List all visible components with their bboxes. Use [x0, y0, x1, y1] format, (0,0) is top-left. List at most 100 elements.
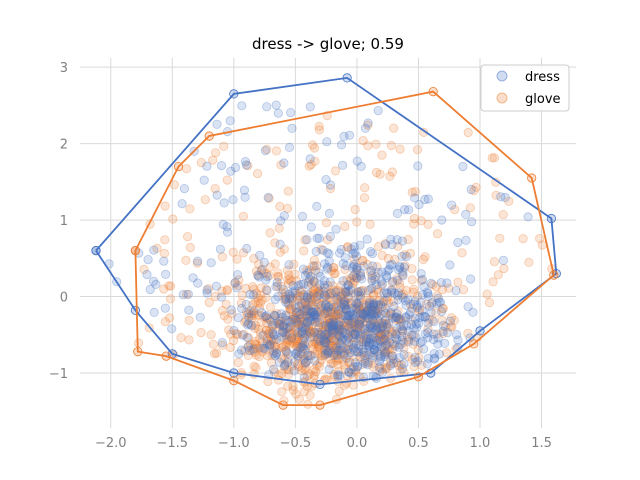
- point-glove: [365, 295, 375, 305]
- point-glove: [241, 316, 251, 326]
- point-dress: [374, 362, 384, 373]
- point-dress: [392, 290, 403, 300]
- point-dress: [364, 341, 374, 351]
- point-glove: [333, 366, 343, 377]
- point-dress: [399, 262, 409, 272]
- point-dress: [288, 287, 298, 297]
- point-dress: [412, 323, 422, 333]
- point-dress: [342, 314, 353, 324]
- point-dress: [433, 333, 443, 343]
- point-glove: [342, 275, 352, 285]
- point-dress: [365, 320, 376, 330]
- point-dress: [362, 301, 372, 311]
- point-dress: [347, 303, 357, 313]
- point-dress: [369, 344, 379, 354]
- point-glove: [284, 339, 295, 349]
- point-dress: [417, 336, 427, 346]
- point-dress: [287, 123, 297, 133]
- series-dress-points: [104, 100, 533, 383]
- point-dress: [324, 322, 334, 332]
- point-glove: [381, 338, 391, 349]
- point-dress: [398, 267, 408, 277]
- point-dress: [341, 287, 351, 297]
- point-dress: [278, 321, 288, 331]
- point-dress: [343, 311, 353, 321]
- point-glove: [292, 339, 302, 349]
- point-dress: [331, 224, 341, 234]
- point-glove: [245, 305, 256, 315]
- point-glove: [290, 336, 300, 346]
- point-dress: [341, 328, 351, 339]
- point-glove: [325, 183, 336, 194]
- point-dress: [292, 347, 302, 357]
- point-dress: [341, 261, 351, 271]
- point-dress: [351, 303, 361, 314]
- point-glove: [250, 343, 260, 353]
- point-glove: [210, 349, 220, 359]
- point-glove: [341, 287, 351, 298]
- point-dress: [337, 160, 348, 170]
- point-glove: [372, 262, 382, 272]
- point-glove: [200, 195, 210, 205]
- point-glove: [244, 341, 254, 351]
- point-glove: [365, 339, 375, 349]
- point-glove: [412, 145, 423, 155]
- point-dress: [397, 335, 407, 345]
- point-glove: [373, 242, 384, 252]
- legend-marker-dress: [496, 70, 508, 82]
- point-dress: [335, 317, 345, 327]
- point-glove: [372, 284, 383, 295]
- point-glove: [377, 150, 387, 160]
- point-glove: [335, 331, 345, 341]
- point-dress: [312, 291, 322, 302]
- point-dress: [461, 235, 471, 245]
- point-glove: [395, 282, 405, 293]
- point-dress: [306, 351, 316, 361]
- point-dress: [279, 158, 289, 168]
- point-dress: [312, 201, 322, 211]
- point-dress: [292, 295, 302, 305]
- point-glove: [184, 315, 194, 325]
- point-dress: [299, 289, 309, 300]
- point-dress: [269, 329, 279, 339]
- point-glove: [408, 339, 418, 349]
- point-dress: [348, 309, 358, 319]
- point-glove: [268, 326, 278, 336]
- point-glove: [334, 291, 344, 301]
- point-dress: [427, 298, 437, 308]
- point-glove: [414, 353, 424, 363]
- x-tick-label: −2.0: [95, 436, 127, 451]
- point-glove: [272, 344, 282, 355]
- hull-vertex-dress: [229, 368, 239, 378]
- point-dress: [320, 349, 330, 360]
- point-glove: [373, 351, 383, 361]
- point-dress: [411, 319, 421, 329]
- point-glove: [160, 235, 170, 245]
- point-glove: [304, 161, 314, 171]
- point-glove: [398, 269, 408, 280]
- point-dress: [325, 277, 335, 287]
- point-dress: [304, 274, 315, 284]
- point-glove: [291, 334, 301, 344]
- point-dress: [261, 275, 271, 285]
- point-glove: [293, 316, 303, 327]
- point-glove: [373, 287, 383, 297]
- point-dress: [293, 351, 303, 361]
- point-dress: [341, 335, 351, 345]
- point-glove: [257, 337, 267, 347]
- point-glove: [323, 315, 333, 325]
- point-dress: [273, 291, 283, 301]
- hull-vertex-dress: [475, 326, 485, 336]
- point-glove: [281, 347, 291, 357]
- point-dress: [380, 327, 390, 337]
- point-glove: [219, 311, 229, 321]
- point-dress: [364, 350, 374, 360]
- point-dress: [341, 284, 351, 294]
- point-dress: [262, 271, 272, 282]
- point-glove: [321, 348, 331, 358]
- point-glove: [392, 274, 402, 284]
- point-glove: [323, 235, 333, 245]
- point-glove: [357, 308, 367, 319]
- point-glove: [339, 320, 349, 330]
- point-glove: [299, 246, 309, 256]
